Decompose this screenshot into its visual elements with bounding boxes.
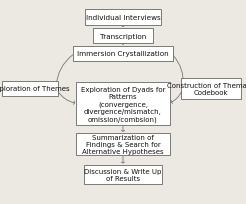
Text: Individual Interviews: Individual Interviews — [86, 15, 160, 21]
Text: Construction of Thematic
Codebook: Construction of Thematic Codebook — [167, 82, 246, 96]
Text: Discussion & Write Up
of Results: Discussion & Write Up of Results — [84, 168, 162, 181]
Text: Exploration of Dyads for
Patterns
(convergence,
divergence/mismatch,
omission/co: Exploration of Dyads for Patterns (conve… — [81, 86, 165, 122]
FancyBboxPatch shape — [93, 29, 153, 44]
FancyBboxPatch shape — [76, 133, 170, 155]
FancyBboxPatch shape — [85, 10, 161, 26]
FancyBboxPatch shape — [84, 165, 162, 184]
FancyBboxPatch shape — [76, 82, 170, 126]
FancyBboxPatch shape — [2, 81, 58, 97]
FancyBboxPatch shape — [73, 47, 173, 62]
Text: Summarization of
Findings & Search for
Alternative Hypotheses: Summarization of Findings & Search for A… — [82, 134, 164, 155]
FancyBboxPatch shape — [181, 78, 241, 100]
Text: Transcription: Transcription — [100, 33, 146, 39]
Text: Exploration of Themes: Exploration of Themes — [0, 86, 70, 92]
Text: Immersion Crystallization: Immersion Crystallization — [77, 51, 169, 57]
